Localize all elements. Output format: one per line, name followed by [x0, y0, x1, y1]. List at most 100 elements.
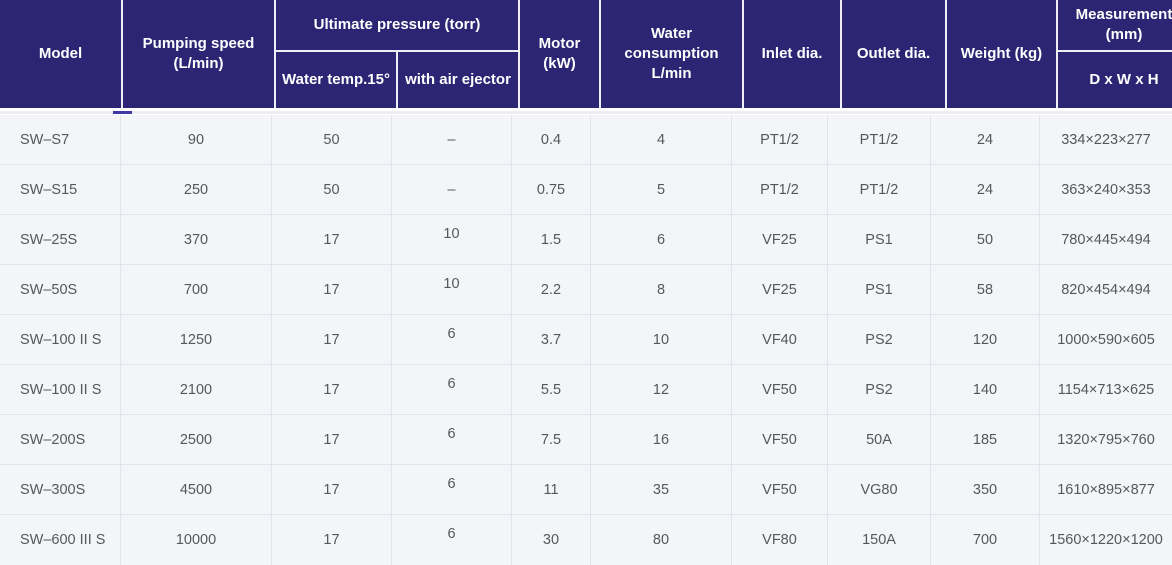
- cell-water-consumption: 6: [591, 215, 732, 265]
- cell-air-ejector: 10: [392, 215, 512, 265]
- cell-model: SW–50S: [0, 265, 121, 315]
- scrollbar-thumb[interactable]: [113, 111, 132, 114]
- cell-outlet: PT1/2: [828, 115, 931, 165]
- cell-motor: 2.2: [512, 265, 591, 315]
- cell-inlet: PT1/2: [732, 115, 828, 165]
- cell-weight: 350: [931, 465, 1040, 515]
- cell-inlet: VF80: [732, 515, 828, 565]
- cell-water-temp: 17: [272, 265, 392, 315]
- cell-measurement: 363×240×353: [1040, 165, 1172, 215]
- cell-inlet: VF40: [732, 315, 828, 365]
- cell-motor: 3.7: [512, 315, 591, 365]
- cell-pumping-speed: 2500: [121, 415, 272, 465]
- cell-measurement: 1000×590×605: [1040, 315, 1172, 365]
- cell-water-temp: 17: [272, 215, 392, 265]
- header-outlet-dia: Outlet dia.: [842, 0, 945, 108]
- cell-air-ejector: –: [392, 165, 512, 215]
- table-row: SW–50S 700 17 10 2.2 8 VF25 PS1 58 820×454×494: [0, 265, 1172, 315]
- cell-measurement: 1320×795×760: [1040, 415, 1172, 465]
- header-measurement: Measurement (mm): [1058, 0, 1172, 50]
- cell-inlet: VF25: [732, 265, 828, 315]
- cell-water-temp: 50: [272, 115, 392, 165]
- scrollbar-track[interactable]: [0, 111, 1172, 114]
- cell-air-ejector: 6: [392, 315, 512, 365]
- header-water-consumption: Water consumption L/min: [601, 0, 742, 108]
- header-pumping-speed: Pumping speed (L/min): [123, 0, 274, 108]
- cell-weight: 185: [931, 415, 1040, 465]
- cell-weight: 700: [931, 515, 1040, 565]
- header-ultimate-pressure: Ultimate pressure (torr): [276, 0, 518, 50]
- header-inlet-dia: Inlet dia.: [744, 0, 840, 108]
- cell-inlet: VF50: [732, 465, 828, 515]
- cell-pumping-speed: 370: [121, 215, 272, 265]
- cell-water-temp: 17: [272, 515, 392, 565]
- cell-weight: 58: [931, 265, 1040, 315]
- cell-pumping-speed: 4500: [121, 465, 272, 515]
- cell-model: SW–S15: [0, 165, 121, 215]
- header-model: Model: [0, 0, 121, 108]
- cell-measurement: 780×445×494: [1040, 215, 1172, 265]
- header-motor: Motor (kW): [520, 0, 599, 108]
- cell-water-consumption: 80: [591, 515, 732, 565]
- cell-pumping-speed: 10000: [121, 515, 272, 565]
- cell-motor: 30: [512, 515, 591, 565]
- cell-pumping-speed: 700: [121, 265, 272, 315]
- cell-model: SW–100 II S: [0, 315, 121, 365]
- table-row: SW–100 II S 2100 17 6 5.5 12 VF50 PS2 140 1154×71…: [0, 365, 1172, 415]
- cell-air-ejector: 10: [392, 265, 512, 315]
- cell-outlet: PT1/2: [828, 165, 931, 215]
- header-water-temp: Water temp.15°: [276, 52, 396, 108]
- cell-water-consumption: 35: [591, 465, 732, 515]
- cell-weight: 120: [931, 315, 1040, 365]
- table-row: SW–200S 2500 17 6 7.5 16 VF50 50A 185 1320×795×76…: [0, 415, 1172, 465]
- cell-model: SW–100 II S: [0, 365, 121, 415]
- table-header: Model Pumping speed (L/min) Ultimate pre…: [0, 0, 1172, 108]
- cell-outlet: PS1: [828, 215, 931, 265]
- cell-outlet: 50A: [828, 415, 931, 465]
- table-row: SW–600 III S 10000 17 6 30 80 VF80 150A 700 1560×…: [0, 515, 1172, 565]
- horizontal-scrollbar[interactable]: [0, 108, 1172, 115]
- table-row: SW–300S 4500 17 6 11 35 VF50 VG80 350 1610×895×87…: [0, 465, 1172, 515]
- cell-inlet: VF25: [732, 215, 828, 265]
- cell-motor: 7.5: [512, 415, 591, 465]
- cell-air-ejector: 6: [392, 515, 512, 565]
- cell-weight: 24: [931, 165, 1040, 215]
- cell-model: SW–25S: [0, 215, 121, 265]
- cell-measurement: 820×454×494: [1040, 265, 1172, 315]
- cell-water-temp: 50: [272, 165, 392, 215]
- cell-measurement: 1154×713×625: [1040, 365, 1172, 415]
- table-row: SW–S15 250 50–0.75 5 PT1/2 PT1/2 24 363×240×353: [0, 165, 1172, 215]
- cell-outlet: PS1: [828, 265, 931, 315]
- cell-outlet: VG80: [828, 465, 931, 515]
- cell-air-ejector: 6: [392, 465, 512, 515]
- cell-water-consumption: 8: [591, 265, 732, 315]
- cell-outlet: PS2: [828, 315, 931, 365]
- table-row: SW–25S 370 17 10 1.5 6 VF25 PS1 50 780×445×494: [0, 215, 1172, 265]
- header-air-ejector: with air ejector: [398, 52, 518, 108]
- cell-motor: 0.75: [512, 165, 591, 215]
- cell-water-consumption: 16: [591, 415, 732, 465]
- cell-outlet: PS2: [828, 365, 931, 415]
- cell-pumping-speed: 250: [121, 165, 272, 215]
- header-weight: Weight (kg): [947, 0, 1056, 108]
- cell-water-temp: 17: [272, 465, 392, 515]
- cell-model: SW–300S: [0, 465, 121, 515]
- cell-water-temp: 17: [272, 415, 392, 465]
- cell-pumping-speed: 2100: [121, 365, 272, 415]
- cell-water-consumption: 5: [591, 165, 732, 215]
- cell-weight: 50: [931, 215, 1040, 265]
- cell-inlet: VF50: [732, 365, 828, 415]
- header-dimensions: D x W x H: [1058, 52, 1172, 108]
- table-row: SW–S7 90 50–0.4 4 PT1/2 PT1/2 24 334×223×277: [0, 115, 1172, 165]
- cell-water-consumption: 10: [591, 315, 732, 365]
- cell-air-ejector: 6: [392, 365, 512, 415]
- cell-motor: 5.5: [512, 365, 591, 415]
- cell-motor: 0.4: [512, 115, 591, 165]
- cell-outlet: 150A: [828, 515, 931, 565]
- table-body: SW–S7 90 50–0.4 4 PT1/2 PT1/2 24 334×223×277 SW–…: [0, 115, 1172, 565]
- cell-weight: 24: [931, 115, 1040, 165]
- cell-measurement: 334×223×277: [1040, 115, 1172, 165]
- table-row: SW–100 II S 1250 17 6 3.7 10 VF40 PS2 120 1000×59…: [0, 315, 1172, 365]
- cell-model: SW–600 III S: [0, 515, 121, 565]
